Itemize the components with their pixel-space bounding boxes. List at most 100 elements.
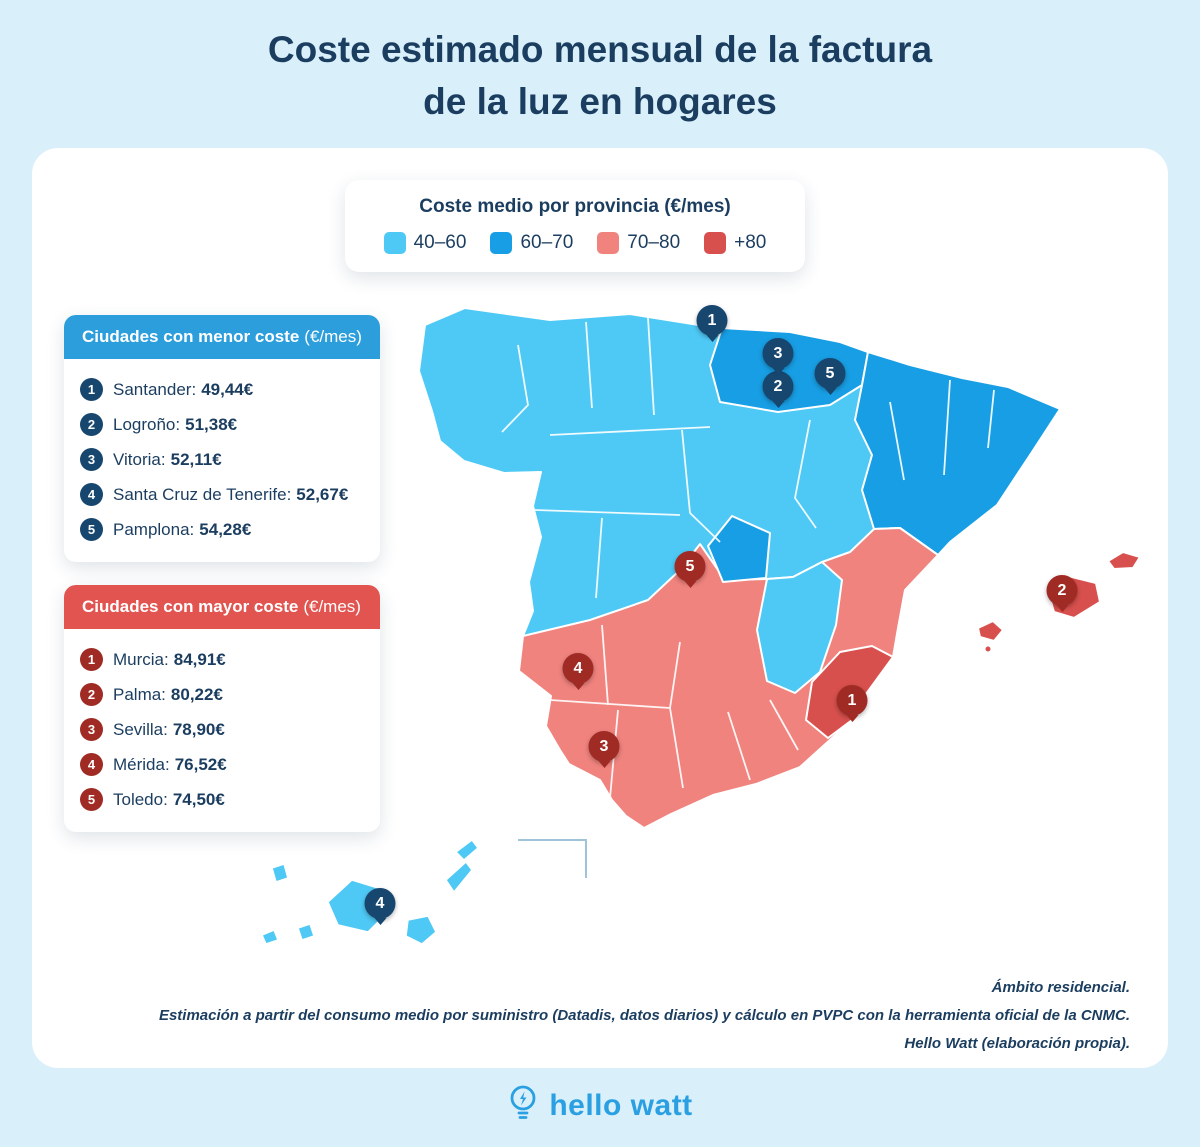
island-la-gomera [297,923,315,941]
island-el-hierro [261,929,279,945]
marker-label: 3 [599,737,609,755]
spain-map-svg [261,307,1141,945]
city-name: Logroño: [113,414,181,434]
footnote-line: Estimación a partir del consumo medio po… [158,1006,1130,1024]
cost-value: 52,67€ [296,484,349,504]
rank-badge: 1 [80,648,103,671]
legend-swatch-60-70 [490,232,513,254]
marker-label: 4 [375,894,385,912]
page-title-line2: de la luz en hogares [423,80,777,122]
footnotes: Ámbito residencial. Estimación a partir … [110,974,1130,1057]
map-marker-mayor-sevilla: 3 [588,730,620,768]
marker-tail [572,682,584,690]
list-item: 2 Palma: 80,22€ [80,677,364,712]
lowest-cost-panel: Ciudades con menor coste (€/mes) 1 Santan… [64,315,380,562]
city-name: Santander: [113,379,197,399]
cost-value: 76,52€ [174,754,227,774]
marker-tail [772,367,784,375]
legend-swatch-70-80 [597,232,620,254]
logo-text: hello watt [549,1088,693,1122]
legend-label: 60–70 [520,232,574,253]
highest-cost-panel: Ciudades con mayor coste (€/mes) 1 Murcia… [64,585,380,832]
marker-label: 2 [773,377,783,395]
island-gran-canaria [405,915,437,945]
highest-cost-list: 1 Murcia: 84,91€ 2 Palma: 80,22€ 3 Sevil… [64,629,380,832]
panel-title-suffix: (€/mes) [303,597,361,616]
highest-cost-panel-header: Ciudades con mayor coste (€/mes) [64,585,380,629]
map-marker-menor-tenerife: 4 [364,887,396,925]
city-name: Toledo: [113,789,168,809]
panel-title: Ciudades con mayor coste [82,597,299,616]
footnote-line: Hello Watt (elaboración propia). [904,1034,1130,1052]
city-name: Palma: [113,684,166,704]
island-lanzarote [455,839,479,861]
rank-badge: 5 [80,788,103,811]
list-item: 2 Logroño: 51,38€ [80,407,364,442]
city-name: Pamplona: [113,519,195,539]
rank-badge: 4 [80,483,103,506]
cost-value: 51,38€ [185,414,238,434]
marker-label: 2 [1057,581,1067,599]
marker-tail [1056,604,1068,612]
city-name: Santa Cruz de Tenerife: [113,484,292,504]
lowest-cost-list: 1 Santander: 49,44€ 2 Logroño: 51,38€ 3 … [64,359,380,562]
rank-badge: 5 [80,518,103,541]
marker-tail [846,714,858,722]
region-northeast-60-70 [854,351,1061,556]
legend-swatch-80-plus [704,232,727,254]
marker-label: 5 [685,557,695,575]
rank-badge: 2 [80,413,103,436]
legend-items: 40–60 60–70 70–80 +80 [355,232,795,254]
cost-value: 54,28€ [199,519,252,539]
map-marker-menor-pamplona: 5 [814,357,846,395]
legend-label: +80 [734,232,767,253]
legend-item-60-70: 60–70 [490,232,573,254]
legend-item-40-60: 40–60 [383,232,466,254]
list-item: 3 Sevilla: 78,90€ [80,712,364,747]
panel-title-suffix: (€/mes) [304,327,362,346]
island-formentera [983,644,993,654]
lowest-cost-panel-header: Ciudades con menor coste (€/mes) [64,315,380,359]
island-la-palma [271,863,289,883]
cost-value: 74,50€ [172,789,225,809]
province-borders [501,317,995,799]
cost-value: 49,44€ [201,379,254,399]
island-fuerteventura [445,861,473,893]
marker-label: 5 [825,364,835,382]
marker-tail [598,760,610,768]
rank-badge: 1 [80,378,103,401]
marker-tail [374,917,386,925]
marker-label: 3 [773,344,783,362]
rank-badge: 3 [80,718,103,741]
cost-value: 78,90€ [172,719,225,739]
island-ibiza-80-plus [977,620,1004,642]
region-centereast-40-60 [756,561,843,694]
legend-item-70-80: 70–80 [597,232,680,254]
page-title-line1: Coste estimado mensual de la factura [267,29,933,70]
lightbulb-icon [507,1084,539,1127]
rank-badge: 4 [80,753,103,776]
legend-title: Coste medio por provincia (€/mes) [419,196,731,217]
list-item: 4 Santa Cruz de Tenerife: 52,67€ [80,477,364,512]
map-marker-mayor-murcia: 1 [836,684,868,722]
rank-badge: 3 [80,448,103,471]
footnote-line: Ámbito residencial. [991,979,1130,996]
panel-title: Ciudades con menor coste [82,327,300,346]
rank-badge: 2 [80,683,103,706]
cost-value: 52,11€ [170,449,222,469]
region-madrid-60-70 [707,515,771,583]
city-name: Mérida: [113,754,170,774]
map-marker-menor-vitoria: 3 [762,337,794,375]
map-marker-mayor-toledo: 5 [674,550,706,588]
city-name: Sevilla: [113,719,168,739]
marker-label: 4 [573,659,583,677]
map-marker-mayor-merida: 4 [562,652,594,690]
marker-tail [684,580,696,588]
marker-label: 1 [707,311,717,329]
city-name: Vitoria: [113,449,166,469]
map-marker-menor-logrono: 2 [762,370,794,408]
map-marker-mayor-palma: 2 [1046,574,1078,612]
list-item: 1 Murcia: 84,91€ [80,642,364,677]
list-item: 5 Pamplona: 54,28€ [80,512,364,547]
